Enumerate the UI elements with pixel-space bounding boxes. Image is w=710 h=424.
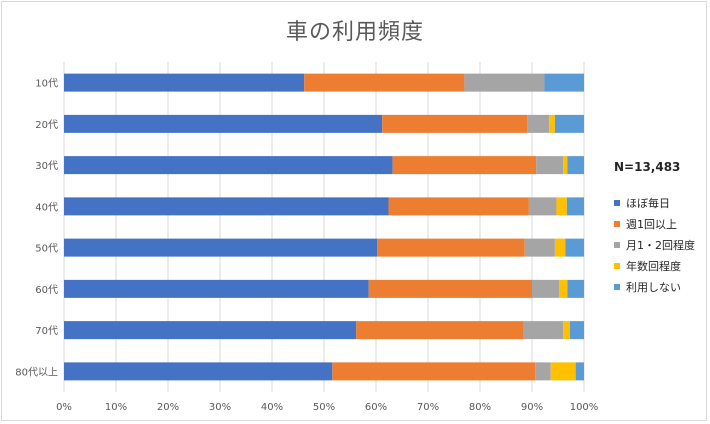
bar-segment bbox=[368, 279, 532, 298]
bar-segment bbox=[464, 73, 545, 92]
bar-segment bbox=[575, 362, 584, 381]
legend-label: 月1・2回程度 bbox=[626, 238, 695, 252]
chart-title: 車の利用頻度 bbox=[285, 20, 424, 45]
legend-label: 週1回以上 bbox=[626, 217, 677, 231]
category-label: 10代 bbox=[35, 78, 58, 90]
bar-segment bbox=[64, 114, 383, 133]
bar-segment bbox=[523, 321, 564, 340]
bar-segment bbox=[382, 114, 528, 133]
bar-segment bbox=[524, 238, 555, 257]
bar-segment bbox=[388, 197, 529, 216]
legend-swatch bbox=[614, 199, 620, 206]
category-label: 60代 bbox=[35, 284, 58, 296]
bar-segment bbox=[64, 362, 333, 381]
bar-segment bbox=[549, 114, 555, 133]
legend-label: 利用しない bbox=[626, 280, 681, 294]
category-label: 70代 bbox=[35, 325, 58, 337]
bar-segment bbox=[64, 279, 369, 298]
legend-swatch bbox=[614, 220, 620, 227]
bar-segment bbox=[563, 156, 568, 175]
bar-segment bbox=[64, 321, 357, 340]
x-tick-label: 40% bbox=[261, 402, 283, 413]
bar-segment bbox=[544, 73, 584, 92]
bar-segment bbox=[567, 279, 584, 298]
legend-label: 年数回程度 bbox=[626, 259, 681, 273]
legend: N=13,483 ほぼ毎日週1回以上月1・2回程度 年数回程度利用しない bbox=[614, 160, 695, 297]
bar-segment bbox=[554, 238, 566, 257]
bar-segment bbox=[64, 73, 305, 92]
bar-segment bbox=[64, 197, 389, 216]
bar-segment bbox=[559, 279, 568, 298]
axis-labels: 0% 10% 20% 30% 40% 50% 60% 70% 80% 90% 100% 10代 20代 3… bbox=[15, 78, 598, 413]
x-tick-label: 100% bbox=[570, 402, 599, 413]
bar-segment bbox=[565, 238, 584, 257]
legend-swatch bbox=[614, 283, 620, 290]
legend-swatch bbox=[614, 241, 620, 248]
legend-item: 月1・2回程度 bbox=[614, 234, 695, 255]
x-tick-label: 50% bbox=[313, 402, 335, 413]
bar-segment bbox=[556, 197, 567, 216]
x-tick-label: 30% bbox=[209, 402, 231, 413]
bar-segment bbox=[554, 114, 584, 133]
category-label: 50代 bbox=[35, 243, 58, 255]
bar-segment bbox=[567, 156, 584, 175]
bar-segment bbox=[527, 114, 550, 133]
legend-label: ほぼ毎日 bbox=[626, 196, 670, 210]
bar-segment bbox=[532, 279, 560, 298]
x-tick-label: 10% bbox=[105, 402, 127, 413]
legend-items: ほぼ毎日週1回以上月1・2回程度 年数回程度利用しない bbox=[614, 192, 695, 297]
category-label: 80代以上 bbox=[15, 366, 58, 378]
bar-segment bbox=[332, 362, 536, 381]
x-tick-label: 90% bbox=[521, 402, 543, 413]
bar-segment bbox=[536, 156, 564, 175]
category-label: 40代 bbox=[35, 201, 58, 213]
bar-segment bbox=[64, 238, 378, 257]
x-tick-label: 0% bbox=[56, 402, 72, 413]
legend-item: 利用しない bbox=[614, 276, 695, 297]
bar-segment bbox=[566, 197, 584, 216]
bar-segment bbox=[304, 73, 465, 92]
legend-item: 年数回程度 bbox=[614, 255, 695, 276]
bar-segment bbox=[550, 362, 576, 381]
bar-segment bbox=[377, 238, 525, 257]
sample-size-label: N=13,483 bbox=[614, 160, 681, 174]
bars bbox=[64, 73, 584, 381]
bar-segment bbox=[392, 156, 537, 175]
category-label: 20代 bbox=[35, 119, 58, 131]
x-tick-label: 60% bbox=[365, 402, 387, 413]
bar-segment bbox=[569, 321, 584, 340]
legend-item: 週1回以上 bbox=[614, 213, 695, 234]
bar-segment bbox=[528, 197, 557, 216]
x-tick-label: 70% bbox=[417, 402, 439, 413]
bar-segment bbox=[535, 362, 551, 381]
x-tick-label: 80% bbox=[469, 402, 491, 413]
bar-segment bbox=[64, 156, 393, 175]
bar-segment bbox=[356, 321, 524, 340]
legend-item: ほぼ毎日 bbox=[614, 192, 695, 213]
category-label: 30代 bbox=[35, 160, 58, 172]
bar-segment bbox=[563, 321, 570, 340]
gridlines bbox=[63, 62, 585, 392]
legend-swatch bbox=[614, 262, 620, 269]
x-tick-label: 20% bbox=[157, 402, 179, 413]
